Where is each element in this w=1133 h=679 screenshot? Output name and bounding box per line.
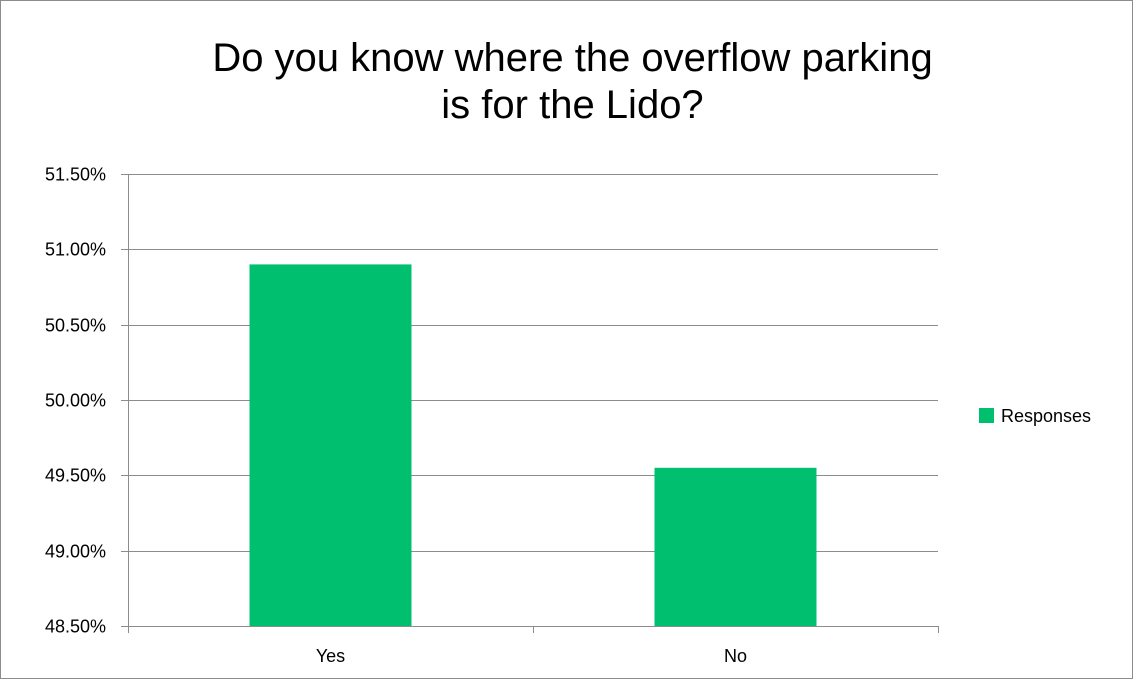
bars (249, 264, 817, 626)
x-tick-label: Yes (316, 646, 345, 666)
legend-swatch (979, 408, 994, 423)
legend: Responses (979, 406, 1091, 426)
x-axis-tick-labels: Yes No (316, 646, 747, 666)
y-tick-label: 50.00% (45, 391, 106, 411)
axes (121, 174, 939, 633)
y-tick-label: 49.50% (45, 466, 106, 486)
y-axis-tick-labels: 48.50% 49.00% 49.50% 50.00% 50.50% 51.00% 51.5… (45, 165, 106, 637)
chart-title: Do you know where the overflow parking i… (1, 35, 1133, 129)
bar-yes (249, 264, 412, 626)
y-tick-label: 51.50% (45, 165, 106, 185)
y-tick-label: 48.50% (45, 617, 106, 637)
chart-title-line-1: Do you know where the overflow parking (212, 36, 933, 80)
chart-title-line-2: is for the Lido? (441, 83, 704, 127)
bar-no (654, 467, 817, 626)
y-tick-label: 51.00% (45, 240, 106, 260)
x-tick-label: No (724, 646, 747, 666)
y-tick-label: 49.00% (45, 542, 106, 562)
y-tick-label: 50.50% (45, 316, 106, 336)
legend-label: Responses (1001, 406, 1091, 426)
